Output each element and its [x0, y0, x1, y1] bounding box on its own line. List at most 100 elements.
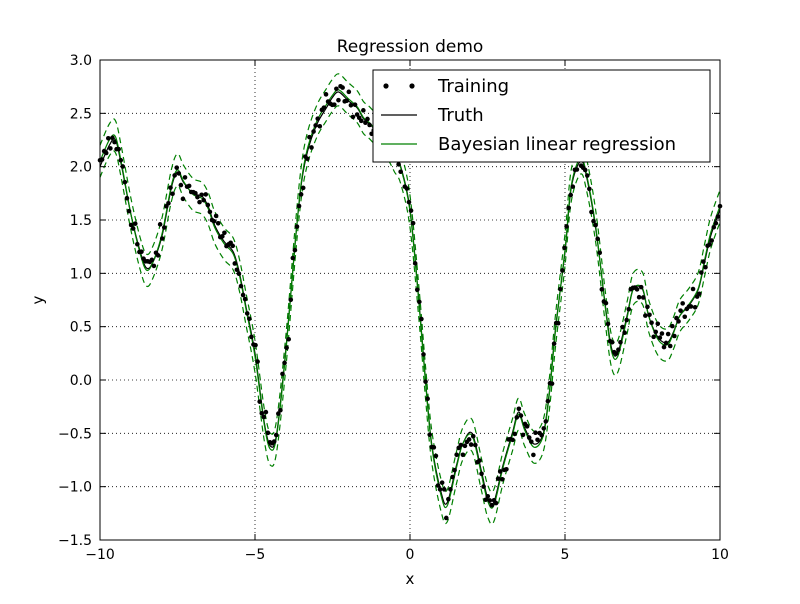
training-point — [132, 221, 138, 226]
training-point — [271, 439, 277, 444]
training-point — [535, 437, 540, 443]
training-point — [365, 116, 370, 122]
training-point — [263, 409, 269, 415]
training-points — [97, 84, 723, 521]
training-point — [539, 432, 544, 438]
y-tick-label: 0.0 — [70, 373, 92, 389]
training-point — [240, 292, 246, 298]
training-point — [404, 186, 410, 191]
training-point — [159, 236, 165, 241]
training-point — [647, 312, 652, 318]
legend-training-marker — [409, 83, 415, 89]
training-point — [182, 175, 188, 180]
training-point — [292, 247, 298, 253]
training-point — [495, 476, 501, 481]
training-point — [396, 162, 401, 167]
training-point — [560, 268, 565, 273]
training-point — [213, 213, 219, 219]
x-tick-label: −5 — [245, 547, 266, 563]
training-point — [126, 208, 132, 214]
training-point — [485, 493, 491, 499]
training-point — [257, 399, 262, 404]
training-point — [305, 156, 310, 162]
training-point — [255, 359, 260, 364]
training-point — [253, 342, 258, 348]
training-point — [483, 497, 488, 503]
training-point — [122, 179, 128, 185]
training-point — [473, 442, 478, 448]
training-point — [616, 347, 621, 352]
training-point — [242, 296, 248, 302]
training-point — [595, 236, 600, 242]
training-point — [448, 487, 453, 492]
training-point — [520, 432, 526, 438]
training-point — [643, 313, 648, 318]
training-point — [298, 192, 304, 197]
training-point — [582, 167, 588, 173]
training-point — [201, 197, 206, 203]
training-point — [543, 419, 549, 424]
training-point — [524, 424, 530, 429]
training-point — [663, 340, 669, 346]
training-point — [321, 105, 327, 110]
training-point — [614, 351, 619, 356]
training-point — [672, 333, 677, 339]
training-point — [707, 242, 712, 247]
x-axis-label: x — [406, 570, 415, 588]
training-point — [286, 336, 292, 342]
training-point — [315, 116, 321, 121]
y-tick-label: −1.5 — [58, 533, 92, 549]
training-point — [667, 343, 673, 349]
training-point — [222, 230, 227, 236]
training-point — [587, 186, 592, 192]
training-point — [149, 257, 155, 263]
training-point — [363, 120, 368, 126]
training-point — [118, 157, 124, 163]
training-point — [593, 222, 598, 228]
training-point — [116, 146, 121, 152]
training-point — [568, 192, 573, 198]
training-point — [709, 238, 715, 243]
legend-training-marker — [383, 83, 389, 89]
y-tick-label: 1.5 — [70, 213, 92, 229]
training-point — [120, 164, 126, 169]
training-point — [244, 311, 250, 316]
training-point — [636, 294, 642, 300]
training-point — [462, 443, 468, 449]
training-point — [108, 146, 113, 151]
training-point — [452, 467, 457, 473]
training-point — [603, 300, 609, 306]
training-point — [166, 201, 171, 206]
training-point — [682, 314, 688, 320]
training-point — [558, 286, 563, 292]
training-point — [288, 297, 294, 303]
training-point — [423, 379, 428, 384]
training-point — [640, 295, 646, 300]
training-point — [307, 134, 312, 140]
training-point — [340, 85, 345, 90]
training-point — [346, 89, 352, 95]
training-point — [334, 86, 339, 92]
training-point — [317, 123, 323, 129]
training-point — [332, 102, 337, 107]
training-point — [215, 220, 221, 226]
training-point — [649, 320, 654, 326]
training-point — [157, 222, 163, 227]
training-point — [261, 414, 267, 420]
training-point — [591, 218, 596, 224]
training-point — [468, 442, 474, 447]
training-point — [692, 304, 698, 310]
training-point — [139, 249, 144, 255]
training-point — [313, 123, 318, 128]
training-point — [276, 411, 281, 416]
training-point — [638, 284, 644, 290]
training-point — [421, 352, 426, 357]
training-point — [234, 267, 240, 273]
training-point — [238, 283, 244, 289]
training-point — [323, 92, 329, 97]
training-point — [696, 291, 702, 297]
training-point — [541, 426, 547, 431]
y-tick-label: −0.5 — [58, 426, 92, 442]
training-point — [417, 299, 422, 305]
